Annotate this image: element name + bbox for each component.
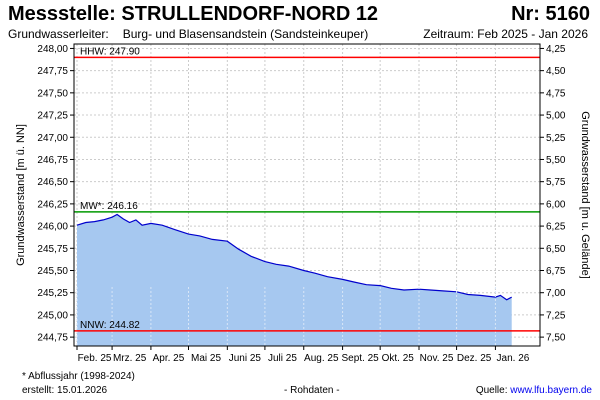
y-tick-label: 247,50 bbox=[37, 88, 68, 99]
x-tick-label: Aug. 25 bbox=[304, 353, 339, 364]
y-tick-label: 245,75 bbox=[37, 244, 68, 255]
x-tick-label: Nov. 25 bbox=[420, 353, 454, 364]
y-tick-label: 246,50 bbox=[37, 177, 68, 188]
y-tick-label: 244,75 bbox=[37, 333, 68, 344]
created-value: 15.01.2026 bbox=[57, 385, 108, 396]
y2-axis-label: Grundwasserstand [m u. Gelände] bbox=[579, 111, 591, 279]
x-tick-label: Mai 25 bbox=[191, 353, 221, 364]
y-tick-label: 245,25 bbox=[37, 288, 68, 299]
y-tick-label: 248,00 bbox=[37, 44, 68, 55]
y2-tick-label: 6,25 bbox=[546, 222, 566, 233]
y-tick-label: 246,25 bbox=[37, 199, 68, 210]
y-tick-label: 246,00 bbox=[37, 222, 68, 233]
period-info: Zeitraum: Feb 2025 - Jan 2026 bbox=[423, 27, 588, 41]
y-tick-label: 247,00 bbox=[37, 133, 68, 144]
x-tick-label: Feb. 25 bbox=[78, 353, 112, 364]
y2-tick-label: 7,00 bbox=[546, 288, 566, 299]
y2-tick-label: 7,25 bbox=[546, 310, 566, 321]
raw-data-note: - Rohdaten - bbox=[284, 385, 340, 396]
y-tick-label: 246,75 bbox=[37, 155, 68, 166]
y2-tick-label: 5,50 bbox=[546, 155, 566, 166]
station-number: Nr: 5160 bbox=[511, 3, 590, 25]
series-area bbox=[77, 214, 512, 346]
source-label: Quelle: bbox=[475, 385, 508, 396]
y-tick-label: 247,75 bbox=[37, 66, 68, 77]
y-tick-label: 247,25 bbox=[37, 111, 68, 122]
page-title: Messstelle: STRULLENDORF-NORD 12 bbox=[8, 3, 379, 25]
x-tick-label: Jan. 26 bbox=[497, 353, 530, 364]
source-info: Quelle: www.lfu.bayern.de bbox=[476, 385, 592, 396]
y-axis-label: Grundwasserstand [m ü. NN] bbox=[15, 124, 27, 266]
aquifer-info: Grundwasserleiter: Burg- und Blasensandst… bbox=[8, 27, 368, 41]
aquifer-value: Burg- und Blasensandstein (Sandsteinkeup… bbox=[122, 27, 369, 41]
y2-tick-label: 6,75 bbox=[546, 266, 566, 277]
y2-tick-label: 6,00 bbox=[546, 199, 566, 210]
created-date: erstellt: 15.01.2026 bbox=[22, 385, 107, 396]
y2-tick-label: 5,25 bbox=[546, 133, 566, 144]
aquifer-label: Grundwasserleiter: bbox=[8, 27, 109, 41]
y2-tick-label: 5,75 bbox=[546, 177, 566, 188]
x-tick-label: Mrz. 25 bbox=[113, 353, 147, 364]
x-tick-label: Juni 25 bbox=[229, 353, 262, 364]
x-tick-label: Okt. 25 bbox=[382, 353, 415, 364]
reference-label-mw: MW*: 246.16 bbox=[80, 201, 138, 212]
series-line bbox=[76, 213, 512, 301]
y-tick-label: 245,50 bbox=[37, 266, 68, 277]
y2-tick-label: 5,00 bbox=[546, 111, 566, 122]
source-link[interactable]: www.lfu.bayern.de bbox=[510, 385, 592, 396]
x-tick-label: Sept. 25 bbox=[341, 353, 379, 364]
y2-tick-label: 7,50 bbox=[546, 333, 566, 344]
footnote: * Abflussjahr (1998-2024) bbox=[22, 371, 135, 382]
reference-label-hhw: HHW: 247.90 bbox=[80, 46, 140, 57]
created-label: erstellt: bbox=[22, 385, 55, 396]
y2-tick-label: 4,75 bbox=[546, 88, 566, 99]
x-tick-label: Apr. 25 bbox=[153, 353, 185, 364]
y2-tick-label: 4,25 bbox=[546, 44, 566, 55]
plot-frame bbox=[73, 43, 541, 347]
x-tick-label: Juli 25 bbox=[268, 353, 297, 364]
x-tick-label: Dez. 25 bbox=[457, 353, 492, 364]
y-tick-label: 245,00 bbox=[37, 310, 68, 321]
reference-label-nnw: NNW: 244.82 bbox=[80, 320, 140, 331]
y2-tick-label: 4,50 bbox=[546, 66, 566, 77]
y2-tick-label: 6,50 bbox=[546, 244, 566, 255]
